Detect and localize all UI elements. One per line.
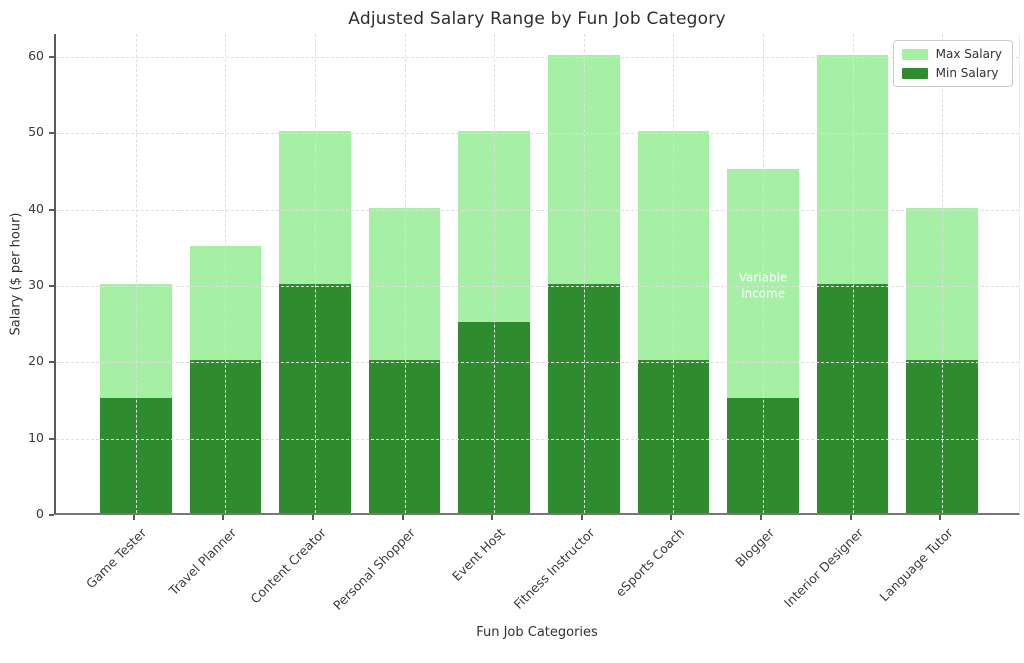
y-tick-label-60: 60	[28, 47, 44, 63]
y-tick-mark-0	[49, 514, 54, 516]
min-salary-bar-interior-designer	[816, 283, 889, 513]
y-tick-label-50: 50	[28, 124, 44, 140]
legend-item-max-salary: Max Salary	[901, 47, 1002, 61]
x-tick-mark-9	[849, 515, 852, 520]
y-axis-label: Salary ($ per hour)	[8, 212, 24, 336]
chart-title: Adjusted Salary Range by Fun Job Categor…	[348, 9, 726, 29]
x-tick-label-blogger: Blogger	[731, 525, 777, 570]
legend-label: Min Salary	[935, 66, 999, 80]
y-tick-label-20: 20	[28, 353, 44, 369]
x-tick-label-interior-designer: Interior Designer	[780, 525, 867, 611]
min-salary-bar-content-creator	[279, 283, 351, 513]
min-salary-bar-esports-coach	[637, 360, 710, 513]
x-tick-mark-1	[132, 515, 135, 520]
min-salary-bar-personal-shopper	[368, 360, 441, 513]
y-tick-label-40: 40	[28, 200, 44, 216]
variable-income-annotation: Variable Income	[738, 270, 788, 300]
legend: Max Salary Min Salary	[892, 40, 1013, 87]
x-tick-mark-10	[939, 515, 942, 520]
y-tick-mark-40	[49, 208, 54, 211]
min-salary-bar-language-tutor	[906, 360, 979, 513]
y-tick-mark-30	[49, 284, 54, 287]
x-tick-label-personal-shopper: Personal Shopper	[330, 525, 419, 613]
x-tick-mark-6	[580, 515, 583, 520]
x-tick-label-content-creator: Content Creator	[247, 525, 329, 607]
x-tick-label-fitness-instructor: Fitness Instructor	[510, 525, 598, 612]
min-salary-bar-event-host	[458, 322, 531, 513]
x-tick-mark-7	[670, 515, 673, 520]
legend-swatch-min-salary	[901, 67, 928, 79]
x-tick-label-game-tester: Game Tester	[83, 525, 150, 592]
min-salary-bar-fitness-instructor	[547, 283, 620, 513]
x-tick-mark-2	[222, 515, 225, 520]
y-tick-mark-20	[49, 361, 54, 364]
x-tick-mark-5	[491, 515, 494, 520]
x-tick-label-esports-coach: eSports Coach	[612, 525, 688, 600]
legend-swatch-max-salary	[901, 48, 928, 60]
x-tick-label-event-host: Event Host	[448, 525, 508, 584]
plot-area: Variable Income	[54, 34, 1020, 515]
x-tick-mark-8	[760, 515, 763, 520]
x-tick-mark-4	[401, 515, 404, 520]
x-tick-label-travel-planner: Travel Planner	[165, 525, 239, 599]
y-tick-mark-10	[49, 437, 54, 440]
min-salary-bar-blogger	[727, 398, 799, 513]
legend-label: Max Salary	[935, 47, 1002, 61]
legend-item-min-salary: Min Salary	[901, 66, 1002, 80]
x-tick-mark-3	[311, 515, 314, 520]
y-tick-label-0: 0	[36, 506, 44, 521]
y-tick-label-10: 10	[28, 429, 44, 445]
x-tick-label-language-tutor: Language Tutor	[876, 525, 956, 605]
x-axis-label: Fun Job Categories	[476, 625, 598, 640]
y-tick-mark-50	[49, 132, 54, 135]
y-tick-label-30: 30	[28, 276, 44, 292]
min-salary-bar-travel-planner	[189, 360, 262, 513]
y-tick-mark-60	[49, 55, 54, 58]
min-salary-bar-game-tester	[99, 398, 172, 513]
